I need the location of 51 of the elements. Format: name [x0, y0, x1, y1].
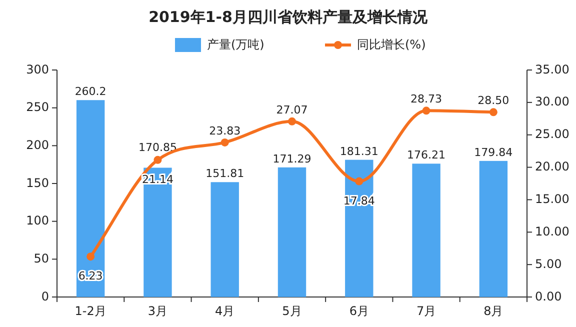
point — [288, 117, 296, 126]
x-tick-label: 5月 — [282, 304, 302, 318]
data-label: 23.83 — [209, 124, 241, 138]
y2-tick-label: 20.00 — [535, 160, 570, 174]
data-label: 6.23 — [78, 270, 103, 283]
y2-tick-label: 25.00 — [535, 127, 570, 142]
point — [154, 156, 162, 164]
x-tick-label: 6月 — [349, 304, 369, 318]
bar — [144, 168, 172, 297]
x-tick-label: 1-2月 — [74, 304, 106, 318]
data-label: 171.29 — [272, 152, 312, 166]
data-label: 151.81 — [206, 167, 244, 180]
bar — [210, 182, 239, 297]
data-label: 28.50 — [478, 94, 510, 108]
bar — [412, 164, 440, 297]
y-tick-label: 150 — [26, 176, 49, 190]
point — [86, 252, 95, 261]
data-label: 170.85 — [138, 140, 177, 154]
x-tick-label: 3月 — [148, 304, 168, 318]
x-tick-label: 7月 — [416, 304, 436, 318]
y-tick-label: 200 — [26, 138, 49, 152]
point — [355, 177, 364, 186]
y2-tick-label: 15.00 — [535, 192, 570, 206]
data-label: 27.07 — [276, 103, 308, 116]
point — [489, 108, 498, 116]
data-label: 176.21 — [407, 148, 446, 162]
bar — [479, 160, 508, 297]
data-label: 260.2 — [74, 85, 106, 98]
data-label: 28.73 — [410, 92, 442, 106]
point — [220, 138, 229, 146]
point — [422, 106, 430, 115]
bar — [278, 167, 306, 297]
bar — [76, 100, 105, 297]
legend-label: 产量(万吨) — [207, 37, 264, 52]
y2-tick-label: 10.00 — [535, 224, 570, 238]
legend-label: 同比增长(%) — [357, 37, 426, 52]
y2-tick-label: 35.00 — [535, 62, 570, 76]
x-tick-label: 4月 — [215, 304, 235, 318]
y-tick-label: 0 — [41, 289, 49, 304]
y-tick-label: 250 — [26, 100, 49, 114]
y-tick-label: 50 — [34, 251, 49, 266]
chart-title: 2019年1-8月四川省饮料产量及增长情况 — [148, 8, 428, 26]
data-label: 181.31 — [340, 144, 378, 158]
x-tick-label: 8月 — [484, 304, 504, 318]
y-tick-label: 300 — [26, 62, 49, 76]
y2-tick-label: 0.00 — [535, 289, 562, 304]
y2-tick-label: 30.00 — [535, 94, 570, 109]
data-label: 179.84 — [474, 146, 513, 159]
y-tick-label: 100 — [26, 214, 49, 228]
bar — [345, 160, 374, 297]
y2-tick-label: 5.00 — [535, 256, 562, 271]
